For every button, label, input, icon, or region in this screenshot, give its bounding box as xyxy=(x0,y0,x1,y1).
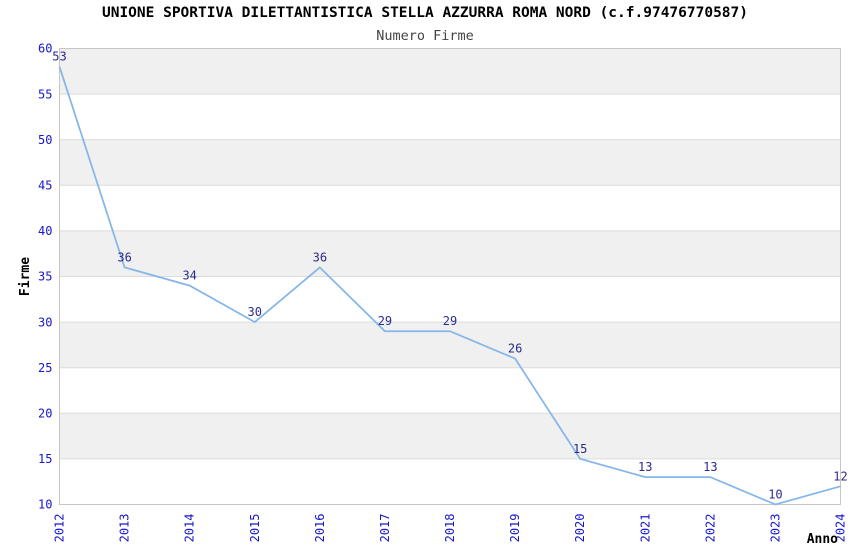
data-point-label: 34 xyxy=(182,269,196,283)
x-tick-label: 2020 xyxy=(573,514,587,543)
plot-band xyxy=(59,94,841,140)
y-tick-label: 45 xyxy=(38,179,52,193)
x-tick-label: 2024 xyxy=(834,514,848,543)
y-tick-label: 10 xyxy=(38,498,52,512)
x-tick-label: 2019 xyxy=(508,514,522,543)
plot-band xyxy=(59,458,841,505)
plot-band xyxy=(59,185,841,231)
y-tick-label: 60 xyxy=(38,42,52,56)
data-point-label: 13 xyxy=(638,460,652,474)
plot-band xyxy=(59,322,841,368)
data-point-label: 36 xyxy=(313,250,327,264)
y-tick-label: 30 xyxy=(38,315,52,329)
y-tick-label: 15 xyxy=(38,452,52,466)
data-point-label: 26 xyxy=(508,342,522,356)
x-tick-label: 2012 xyxy=(53,514,67,543)
data-point-label: 15 xyxy=(573,442,587,456)
data-point-label: 29 xyxy=(378,314,392,328)
y-tick-label: 50 xyxy=(38,133,52,147)
chart-title: UNIONE SPORTIVA DILETTANTISTICA STELLA A… xyxy=(101,5,748,21)
data-point-label: 10 xyxy=(768,488,782,502)
data-point-label: 53 xyxy=(52,50,66,64)
x-tick-label: 2022 xyxy=(703,514,717,543)
y-tick-label: 20 xyxy=(38,407,52,421)
x-tick-label: 2013 xyxy=(118,514,132,543)
plot-band xyxy=(59,367,841,414)
data-line xyxy=(58,66,841,506)
x-tick-label: 2021 xyxy=(638,514,652,543)
x-tick-label: 2014 xyxy=(183,514,197,543)
data-point-label: 30 xyxy=(248,305,262,319)
data-point-label: 29 xyxy=(443,314,457,328)
x-tick-label: 2016 xyxy=(313,514,327,543)
y-tick-label: 40 xyxy=(38,224,52,238)
data-point-label: 36 xyxy=(117,250,131,264)
plot-band xyxy=(59,48,841,95)
plot-band xyxy=(59,230,841,277)
plot-band xyxy=(59,413,841,459)
plot-band xyxy=(59,276,841,323)
plot-band xyxy=(59,139,841,186)
x-tick-label: 2015 xyxy=(248,514,262,543)
x-tick-label: 2018 xyxy=(443,514,457,543)
y-tick-label: 55 xyxy=(38,87,52,101)
plot-border xyxy=(59,48,841,505)
y-tick-label: 35 xyxy=(38,270,52,284)
chart-subtitle: Numero Firme xyxy=(376,28,474,44)
x-axis-title: Anno xyxy=(807,532,838,547)
x-tick-label: 2023 xyxy=(768,514,782,543)
y-tick-label: 25 xyxy=(38,361,52,375)
y-axis-title: Firme xyxy=(18,257,33,296)
x-tick-label: 2017 xyxy=(378,514,392,543)
data-point-label: 12 xyxy=(833,469,847,483)
data-point-label: 13 xyxy=(703,460,717,474)
